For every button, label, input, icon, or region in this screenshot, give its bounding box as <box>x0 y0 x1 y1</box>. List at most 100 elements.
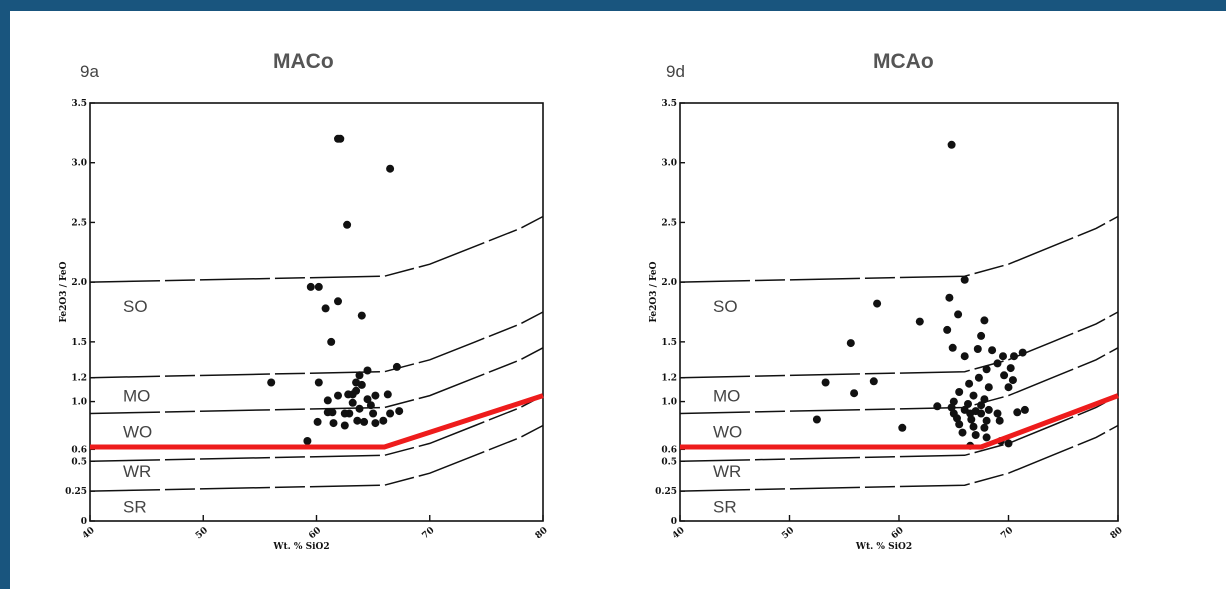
y-tick-label: 2.5 <box>71 218 87 228</box>
data-point <box>1013 408 1022 417</box>
x-axis-title: Wt. % SiO2 <box>855 542 912 552</box>
y-tick-label: 3.0 <box>661 159 677 169</box>
y-tick-label: 3.5 <box>71 99 87 109</box>
data-point <box>1004 439 1013 448</box>
data-point <box>348 390 357 399</box>
data-point <box>980 316 989 325</box>
highlight-line <box>90 393 544 450</box>
x-tick-label: 80 <box>1109 526 1125 542</box>
plot-frame <box>89 102 544 522</box>
data-point <box>386 164 395 173</box>
data-point <box>340 421 349 430</box>
region-label-wo: WO <box>123 422 152 441</box>
data-point <box>964 400 972 408</box>
boundary-line <box>89 311 544 379</box>
data-point <box>995 416 1004 425</box>
data-point <box>371 419 380 428</box>
data-point <box>850 389 859 398</box>
y-tick-label: 3.0 <box>71 159 87 169</box>
data-point <box>999 352 1007 361</box>
chart-panel-left: 9a MACo 3.5 3.0 2.5 2.0 1.5 1.2 1.0 0.6 0.5 0.25 0… <box>59 50 550 552</box>
data-point <box>967 415 976 424</box>
data-point <box>954 310 963 319</box>
highlight-line <box>680 393 1119 450</box>
data-point <box>328 408 337 417</box>
y-tick-label: 2.5 <box>661 218 677 228</box>
x-tick-label: 70 <box>999 526 1015 542</box>
chart-canvas: 9a MACo 3.5 3.0 2.5 2.0 1.5 1.2 1.0 0.6 0.5 0.25 0… <box>59 50 1125 552</box>
data-point <box>321 304 330 313</box>
data-point <box>1006 364 1015 373</box>
data-point <box>353 416 362 425</box>
data-point <box>980 395 989 404</box>
region-label-mo: MO <box>713 387 740 406</box>
data-point <box>306 282 315 291</box>
chart-title: MCAo <box>873 50 934 73</box>
boundary-line <box>679 311 1119 379</box>
x-tick-label: 50 <box>194 526 210 542</box>
data-point <box>977 331 986 340</box>
data-point <box>371 391 380 400</box>
data-point <box>314 282 323 291</box>
data-point <box>960 275 969 284</box>
data-point <box>267 378 276 387</box>
x-axis-title: Wt. % SiO2 <box>272 542 329 552</box>
data-point <box>982 416 991 425</box>
data-point <box>340 409 349 418</box>
y-tick-label: 0.6 <box>661 445 677 455</box>
data-point <box>386 409 395 418</box>
data-point <box>334 134 342 143</box>
region-label-so: SO <box>713 297 738 316</box>
data-point <box>383 390 392 399</box>
data-point <box>313 417 322 426</box>
data-point <box>395 407 404 416</box>
data-point <box>334 297 342 306</box>
boundary-line <box>89 215 544 283</box>
y-tick-label: 0.5 <box>661 457 677 467</box>
data-point <box>977 409 986 418</box>
y-tick-label: 0 <box>81 517 87 527</box>
data-point <box>355 404 364 413</box>
data-point <box>984 405 993 414</box>
y-tick-label: 1.2 <box>661 374 677 384</box>
data-point <box>355 371 364 380</box>
data-point <box>971 431 980 439</box>
region-label-so: SO <box>123 297 148 316</box>
data-point <box>329 419 338 428</box>
plot-frame <box>679 102 1119 522</box>
y-tick-label: 0.6 <box>71 445 87 455</box>
data-point <box>945 293 954 302</box>
boundary-line <box>89 347 544 415</box>
x-tick-label: 60 <box>890 526 906 542</box>
y-tick-label: 2.0 <box>71 278 87 288</box>
y-tick-label: 0.5 <box>71 457 87 467</box>
region-label-sr: SR <box>123 498 147 517</box>
data-point <box>984 383 993 392</box>
data-point <box>369 409 378 418</box>
boundary-line <box>679 394 1119 463</box>
data-point <box>1020 405 1029 414</box>
region-label-mo: MO <box>123 387 150 406</box>
y-tick-label: 1.0 <box>71 398 87 408</box>
data-point <box>314 378 323 387</box>
boundary-line <box>89 424 544 492</box>
data-point <box>363 366 372 375</box>
data-point <box>1018 348 1027 357</box>
slide: 9a MACo 3.5 3.0 2.5 2.0 1.5 1.2 1.0 0.6 0.5 0.25 0… <box>10 11 1226 589</box>
data-point <box>323 396 332 405</box>
data-point <box>974 373 983 382</box>
region-label-sr: SR <box>713 498 737 517</box>
data-point <box>955 420 964 429</box>
x-tick-label: 40 <box>81 526 97 542</box>
y-tick-label: 0.25 <box>65 487 87 497</box>
region-label-wo: WO <box>713 422 742 441</box>
data-point <box>1008 376 1017 385</box>
y-tick-label: 3.5 <box>661 99 677 109</box>
data-point <box>363 395 372 404</box>
boundary-line <box>679 215 1119 283</box>
y-tick-label: 2.0 <box>661 278 677 288</box>
x-tick-label: 40 <box>671 526 687 542</box>
chart-title: MACo <box>273 50 334 73</box>
data-point <box>977 401 986 410</box>
x-tick-label: 70 <box>420 526 436 542</box>
